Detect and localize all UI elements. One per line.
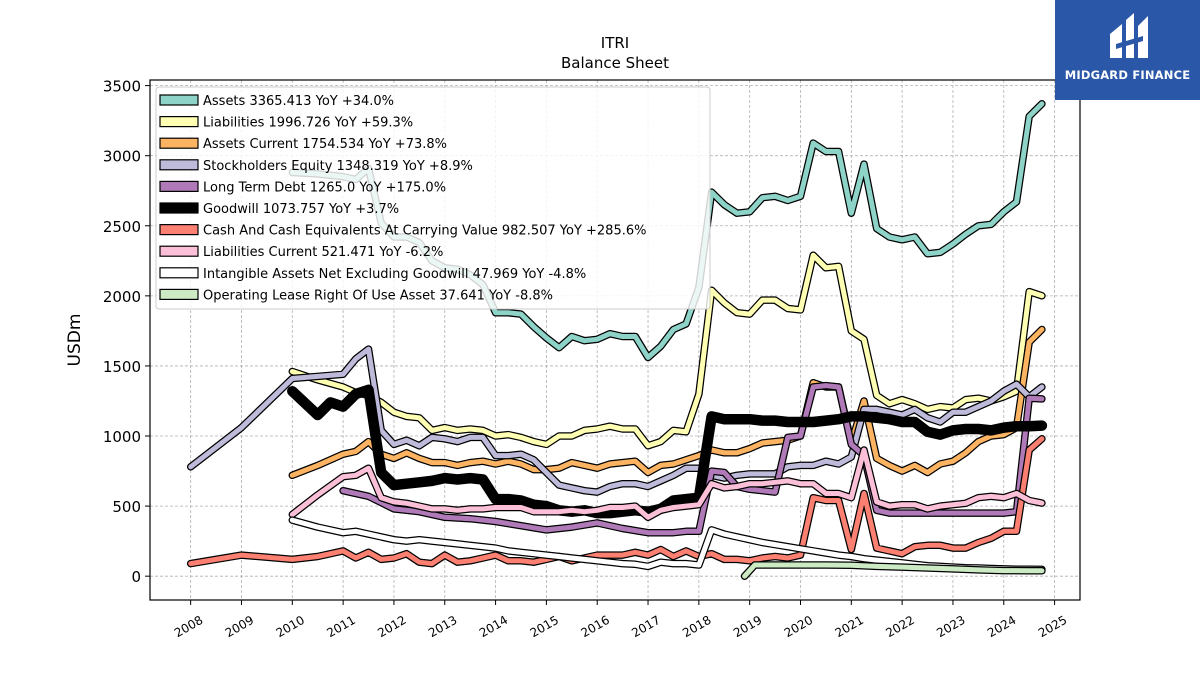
series-line — [289, 252, 1045, 449]
series-line — [742, 562, 1045, 579]
y-tick-label: 3500 — [103, 78, 141, 96]
legend-swatch — [159, 94, 199, 106]
legend-entry-label: Stockholders Equity 1348.319 YoY +8.9% — [203, 159, 473, 174]
series-lines — [186, 100, 1048, 580]
legend-swatch — [159, 267, 199, 279]
legend-entry-label: Assets Current 1754.534 YoY +73.8% — [203, 137, 447, 152]
legend-entry-label: Long Term Debt 1265.0 YoY +175.0% — [203, 180, 446, 195]
chart-title: ITRI — [601, 34, 629, 52]
series-line — [188, 436, 1045, 567]
legend-entry-label: Intangible Assets Net Excluding Goodwill… — [203, 267, 586, 282]
y-axis-label: USDm — [65, 314, 85, 367]
legend-swatch — [159, 288, 199, 300]
legend-swatch — [159, 137, 199, 149]
legend-entry-label: Goodwill 1073.757 YoY +3.7% — [203, 202, 399, 217]
y-tick-label: 1500 — [103, 358, 141, 376]
brand-logo: MIDGARD FINANCE — [1055, 0, 1200, 100]
legend-swatch — [159, 245, 199, 257]
legend: Assets 3365.413 YoY +34.0% Liabilities 19… — [155, 86, 711, 310]
series-line — [340, 383, 1045, 536]
y-tick-label: 3000 — [103, 148, 141, 166]
legend-swatch — [159, 159, 199, 171]
y-tick-label: 2500 — [103, 218, 141, 236]
brand-logo-mark — [1110, 13, 1148, 58]
legend-entry-label: Liabilities 1996.726 YoY +59.3% — [203, 116, 413, 131]
series-line — [289, 447, 1045, 520]
legend-swatch — [159, 202, 199, 214]
legend-entry-label: Operating Lease Right Of Use Asset 37.64… — [203, 288, 553, 303]
legend-entry-label: Assets 3365.413 YoY +34.0% — [203, 94, 394, 109]
y-tick-label: 1000 — [103, 428, 141, 446]
legend-swatch — [159, 224, 199, 236]
series-line — [288, 385, 1046, 518]
y-tick-label: 500 — [112, 498, 141, 516]
legend-swatch — [159, 115, 199, 128]
legend-entry-label: Liabilities Current 521.471 YoY -6.2% — [203, 245, 443, 260]
legend-box — [155, 86, 711, 310]
chart-subtitle: Balance Sheet — [561, 54, 669, 72]
brand-name: MIDGARD FINANCE — [1064, 68, 1191, 82]
legend-swatch — [159, 180, 199, 192]
series-line — [289, 327, 1045, 478]
plot-frame — [149, 79, 1081, 601]
y-tick-label: 0 — [131, 568, 141, 586]
series-line — [188, 346, 1045, 495]
y-tick-label: 2000 — [103, 288, 141, 306]
legend-entry-label: Cash And Cash Equivalents At Carrying Va… — [203, 224, 646, 239]
